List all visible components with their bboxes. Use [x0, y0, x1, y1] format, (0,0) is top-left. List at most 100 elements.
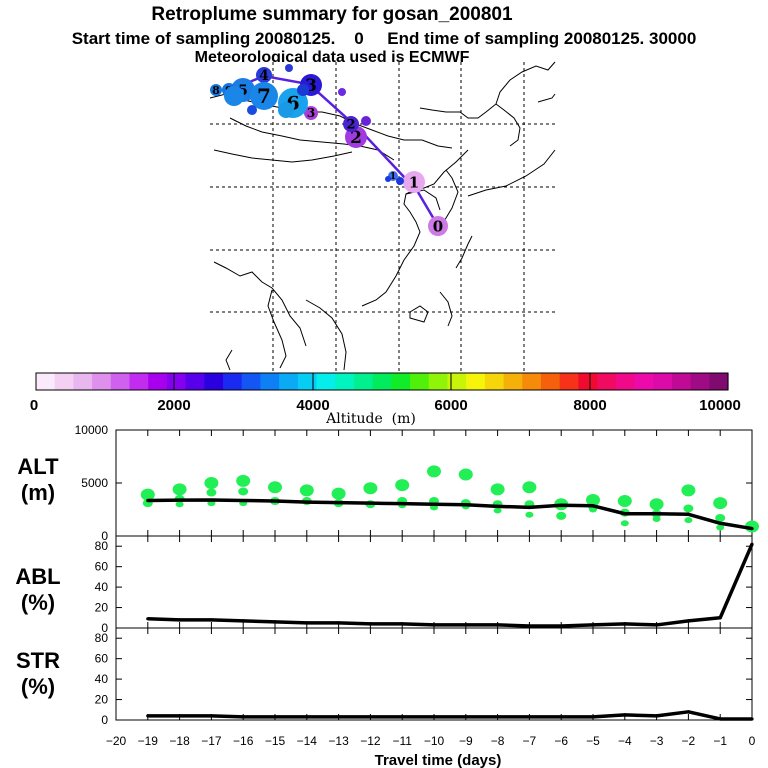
alt-scatter-point [395, 479, 410, 492]
alt-data-point [368, 501, 372, 505]
y-tick-label: 60 [95, 652, 109, 666]
alt-scatter-point [331, 487, 346, 500]
alt-scatter-point [620, 520, 629, 527]
x-tick-label: −5 [586, 734, 600, 748]
abl-data-point [368, 622, 372, 626]
panel-ylabel: STR [16, 648, 60, 673]
x-tick-label: −19 [138, 734, 159, 748]
abl-series-line [147, 543, 754, 628]
alt-scatter-point [490, 483, 505, 496]
colorbar-cell [148, 373, 168, 390]
y-tick-label: 80 [95, 631, 109, 645]
panel-ylabel-unit: (%) [21, 590, 55, 615]
str-data-point [623, 713, 627, 717]
panel-abl: 0 20 40 60 80 ABL(%) [15, 535, 754, 635]
panel-str: 0 20 40 60 80 STR(%) [16, 627, 754, 727]
colorbar-cell [578, 373, 598, 390]
trajectory-marker-label: 2 [346, 118, 355, 133]
colorbar-cell [297, 373, 318, 390]
alt-scatter-point [143, 489, 152, 496]
str-data-point [591, 715, 595, 719]
colorbar-cell [166, 373, 187, 390]
alt-data-point [146, 498, 150, 503]
abl-data-point [273, 620, 277, 624]
abl-data-point [337, 621, 341, 625]
map-frame [210, 62, 555, 372]
trajectory-blob [224, 86, 244, 106]
colorbar-cell [36, 373, 56, 390]
x-tick-label: −17 [201, 734, 222, 748]
x-tick-label: −14 [297, 734, 318, 748]
str-data-point [209, 714, 213, 718]
colorbar-tick: 0 [30, 397, 38, 414]
colorbar-cell [73, 373, 93, 390]
x-tick-label: −2 [682, 734, 696, 748]
alt-scatter-point [649, 498, 664, 511]
y-tick-label: 60 [95, 560, 109, 574]
colorbar-cell [241, 373, 262, 390]
alt-scatter-point [363, 482, 378, 495]
x-tick-label: −7 [523, 734, 537, 748]
str-data-point [305, 715, 309, 719]
colorbar-dividers [173, 373, 591, 390]
panel-ylabel: ALT [17, 454, 59, 479]
colorbar-cell [223, 373, 243, 390]
colorbar-cell [653, 373, 673, 390]
alt-data-point [527, 505, 532, 509]
alt-data-point [337, 501, 341, 505]
alt-scatter-point [586, 493, 600, 506]
alt-scatter-point [299, 484, 314, 497]
abl-data-point [750, 542, 754, 546]
abl-data-point [432, 623, 436, 627]
x-tick-label: −11 [392, 734, 412, 748]
colorbar-cell [110, 373, 131, 390]
colorbar-cell [279, 373, 299, 390]
str-data-point [146, 714, 150, 718]
colorbar-cell [316, 373, 336, 390]
coastlines [209, 61, 556, 371]
alt-scatter-point [427, 465, 441, 478]
alt-data-point [718, 521, 722, 525]
trajectory-marker [428, 216, 448, 236]
colorbar-tick: 8000 [573, 397, 606, 414]
str-data-point [432, 715, 436, 719]
colorbar-cell [410, 373, 430, 390]
alt-data-point [209, 498, 213, 502]
trajectory-marker [403, 171, 425, 193]
x-tick-label: −15 [265, 734, 286, 748]
y-tick-label: 0 [101, 713, 108, 727]
str-data-point [655, 714, 659, 718]
trajectory-blob [338, 88, 346, 96]
alt-data-point [496, 504, 500, 508]
abl-data-point [305, 621, 309, 625]
trajectory-marker [250, 82, 278, 110]
colorbar-tick: 4000 [296, 397, 329, 414]
trajectory-blob [278, 102, 294, 118]
str-data-point [241, 715, 245, 719]
colorbar-cell [503, 373, 523, 390]
colorbar-tick: 6000 [434, 397, 467, 414]
alt-scatter-point [556, 511, 567, 520]
abl-data-point [591, 623, 595, 627]
colorbar-cell [615, 373, 636, 390]
alt-scatter-point [172, 483, 187, 496]
alt-data-point [305, 500, 309, 504]
alt-data-point [464, 503, 468, 507]
colorbar-cell [335, 373, 355, 390]
alt-data-point [178, 498, 182, 502]
sampling-times: Start time of sampling 20080125. 0 End t… [72, 29, 697, 48]
x-tick-label: −16 [233, 734, 254, 748]
colorbar-cell [372, 373, 392, 390]
alt-data-point [273, 499, 277, 503]
y-tick-label: 40 [95, 580, 109, 594]
trajectory-marker [304, 106, 318, 120]
colorbar-cell [559, 373, 579, 390]
y-tick-label: 80 [95, 539, 109, 553]
y-tick-label: 0 [101, 529, 108, 543]
trajectory-marker [256, 67, 272, 83]
alt-scatter-point [522, 481, 537, 494]
colorbar-cell [466, 373, 486, 390]
y-tick-label: 5000 [81, 476, 108, 490]
alt-scatter-point [617, 495, 632, 508]
